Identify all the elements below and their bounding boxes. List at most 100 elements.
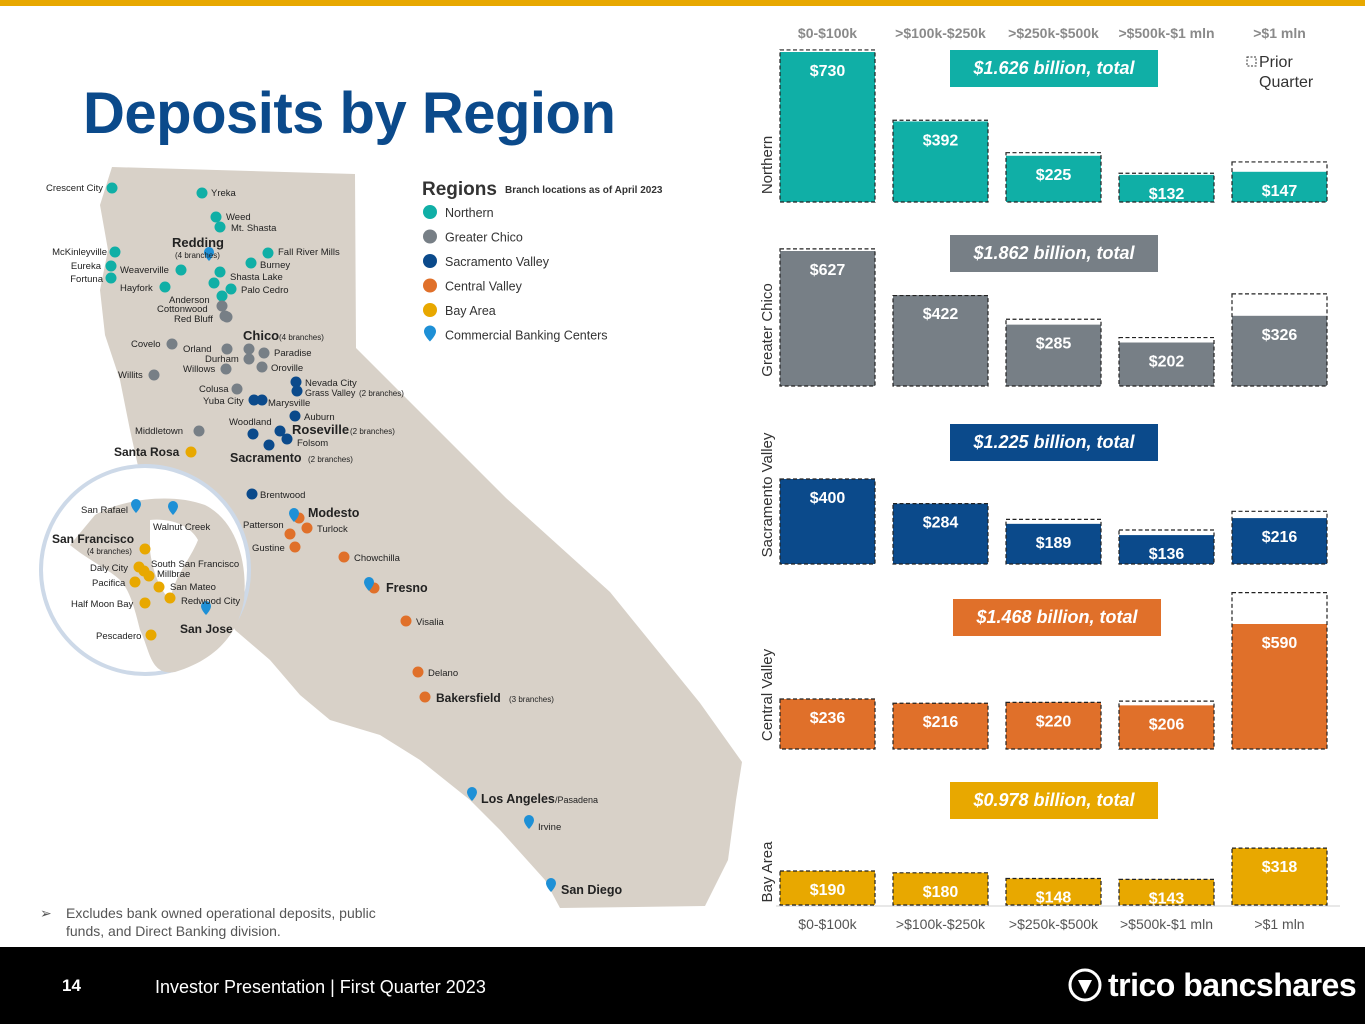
branch-dot [164,592,176,604]
bar-bay-area-1 [780,871,875,905]
bottom-category-label: >$500k-$1 mln [1120,916,1213,932]
branch-dot [301,522,313,534]
branch-dot [246,488,258,500]
map-label-4-branches: (4 branches) [279,333,324,342]
branch-dot [243,353,255,365]
prior-quarter-outline [779,248,876,387]
bar-bay-area-4 [1119,879,1214,905]
bar-value-label: $225 [1036,167,1072,184]
prior-quarter-label: Prior Quarter [1259,54,1314,91]
prior-quarter-outline [1005,701,1102,750]
bar-value-label: $190 [810,882,846,899]
commercial-center-pin-icon [168,501,178,515]
map-label-bakersfield: Bakersfield [436,691,501,705]
bar-value-label: $147 [1262,183,1298,200]
prior-quarter-outline [1118,700,1215,750]
map-label-modesto: Modesto [308,506,360,520]
legend-label-commercial-banking-centers: Commercial Banking Centers [445,329,608,343]
branch-dot [225,283,237,295]
bar-value-label: $318 [1262,859,1298,876]
arrow-bullet-icon: ➢ [40,905,52,921]
bar-bay-area-2 [893,872,988,905]
legend-subheading: Branch locations as of April 2023 [505,185,663,196]
prior-quarter-outline [1118,172,1215,203]
prior-quarter-outline [1118,529,1215,565]
y-label-sacramento-valley: Sacramento Valley [759,432,776,557]
bar-value-label: $148 [1036,890,1072,907]
map-label-visalia: Visalia [416,617,445,628]
map-label-weaverville: Weaverville [120,265,169,276]
prior-quarter-outline [1005,877,1102,906]
bottom-category-label: >$100k-$250k [896,916,986,932]
bar-central-valley-4 [1119,705,1214,749]
bar-greater-chico-5 [1232,315,1327,386]
branch-dot [412,666,424,678]
legend-label-central-valley: Central Valley [445,280,523,294]
map-label-chowchilla: Chowchilla [354,553,401,564]
top-accent-bar [0,0,1365,6]
branch-dot [263,439,275,451]
map-label-2-branches: (2 branches) [359,389,404,398]
bar-central-valley-5 [1232,624,1327,749]
bar-bay-area-3 [1006,878,1101,905]
page-number: 14 [62,976,81,995]
bar-greater-chico-1 [780,251,875,386]
bar-value-label: $627 [810,262,846,279]
total-label: $0.978 billion, total [972,790,1135,810]
map-label-fresno: Fresno [386,581,428,595]
branch-dot [210,211,222,223]
total-label-box [950,424,1158,461]
footer-text: Investor Presentation | First Quarter 20… [155,977,486,997]
map-label-willows: Willows [183,364,215,375]
branch-dot [193,425,205,437]
prior-quarter-outline [1005,152,1102,203]
prior-quarter-outline [779,698,876,750]
deposits-bar-charts: $0-$100k >$100k-$250k >$250k-$500k >$500k-$… [759,25,1340,932]
branch-dot [220,363,232,375]
map-label-orland: Orland [183,344,212,355]
branch-dot [256,394,268,406]
bar-value-label: $400 [810,490,846,507]
map-label-half-moon-bay: Half Moon Bay [71,599,134,610]
branch-dot [105,272,117,284]
map-label-millbrae: Millbrae [157,569,190,580]
map-label-marysville: Marysville [268,398,310,409]
branch-dot [148,369,160,381]
top-category-label: $0-$100k [798,25,857,41]
bar-northern-5 [1232,171,1327,202]
pin-icon [424,325,436,342]
branch-dot [208,277,220,289]
top-category-label: >$100k-$250k [895,25,986,41]
commercial-center-pin-icon [364,577,374,591]
map-label-folsom: Folsom [297,438,328,449]
bar-northern-1 [780,52,875,202]
map-label-roseville: Roseville [292,422,349,437]
total-label: $1.862 billion, total [972,243,1135,263]
map-label-durham: Durham [205,354,239,365]
map-label-redding: Redding [172,235,224,250]
bar-sacramento-valley-5 [1232,518,1327,564]
map-label-red-bluff: Red Bluff [174,314,213,325]
map-label-weed: Weed [226,212,251,223]
y-label-northern: Northern [759,136,776,194]
map-label-nevada-city: Nevada City [305,378,357,389]
map-label-walnut-creek: Walnut Creek [153,522,210,533]
bar-sacramento-valley-4 [1119,535,1214,564]
map-label-middletown: Middletown [135,426,183,437]
map-label-hayfork: Hayfork [120,283,153,294]
total-label-box [950,235,1158,272]
branch-dot [256,361,268,373]
map-label-brentwood: Brentwood [260,490,305,501]
branch-dot [262,247,274,259]
bar-value-label: $220 [1036,713,1072,730]
prior-quarter-outline [1231,847,1328,906]
bar-value-label: $216 [923,714,959,731]
bar-value-label: $326 [1262,327,1298,344]
map-label-crescent-city: Crescent City [46,183,103,194]
bar-central-valley-2 [893,703,988,749]
total-label: $1.626 billion, total [972,58,1135,78]
map-label-anderson: Anderson [169,295,210,306]
bar-value-label: $206 [1149,716,1185,733]
trico-logo-icon [1068,968,1102,1002]
branch-dot [243,343,255,355]
